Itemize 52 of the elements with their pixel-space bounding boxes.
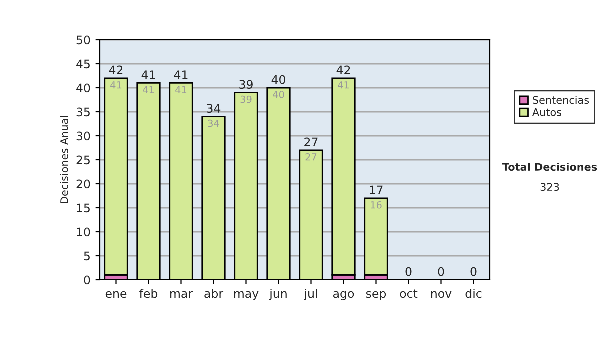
y-tick-label: 35 [76, 108, 90, 117]
total-label: 39 [240, 80, 253, 90]
total-label: 0 [438, 267, 444, 276]
y-tick-label: 5 [84, 252, 90, 261]
y-tick-label: 20 [76, 180, 90, 189]
y-axis-title: Decisiones Anual [60, 116, 68, 204]
x-tick-label: nov [431, 291, 452, 298]
total-label: 17 [370, 186, 383, 195]
y-tick-label: 15 [77, 204, 90, 213]
data-label: 41 [110, 82, 122, 89]
y-tick-label: 50 [76, 36, 90, 45]
x-tick-label: ago [333, 291, 354, 300]
data-label: 40 [273, 91, 284, 98]
y-tick-label: 30 [76, 132, 90, 141]
bar [364, 198, 388, 276]
data-label: 41 [176, 86, 187, 94]
text: 323 [540, 183, 560, 192]
x-tick-label: jun [269, 289, 287, 300]
text: Total Decisiones [502, 163, 598, 172]
x-tick-label: may [234, 291, 259, 300]
legend-label: Autos [532, 108, 562, 116]
bar [332, 78, 356, 276]
data-label: 39 [240, 96, 252, 104]
total-label: 0 [470, 267, 477, 276]
x-tick-label: feb [140, 289, 158, 298]
data-label: 27 [306, 153, 317, 161]
data-label: 41 [338, 82, 350, 89]
y-tick-label: 0 [84, 276, 90, 285]
total-label: 41 [174, 70, 188, 80]
total-label: 27 [304, 138, 318, 147]
x-tick-label: dic [466, 289, 482, 298]
total-label: 41 [142, 70, 156, 80]
total-label: 42 [336, 66, 350, 75]
x-tick-label: abr [204, 289, 224, 298]
total-label: 40 [272, 75, 286, 84]
y-tick-label: 45 [76, 60, 90, 69]
total-label: 42 [109, 66, 123, 75]
total-label: 0 [406, 267, 412, 276]
x-tick-label: jul [304, 289, 318, 300]
data-label: 34 [208, 120, 220, 128]
bar [104, 78, 128, 276]
data-label: 41 [143, 86, 154, 94]
y-tick-label: 25 [76, 156, 90, 165]
x-tick-label: sep [366, 291, 386, 300]
y-tick-label: 10 [77, 228, 90, 237]
y-tick-label: 40 [76, 84, 90, 93]
data-label: 16 [371, 201, 382, 209]
x-tick-label: ene [106, 291, 127, 298]
legend-label: Sentencias [533, 96, 590, 104]
x-tick-label: oct [400, 290, 418, 298]
total-label: 34 [207, 104, 221, 114]
x-tick-label: mar [170, 291, 194, 298]
